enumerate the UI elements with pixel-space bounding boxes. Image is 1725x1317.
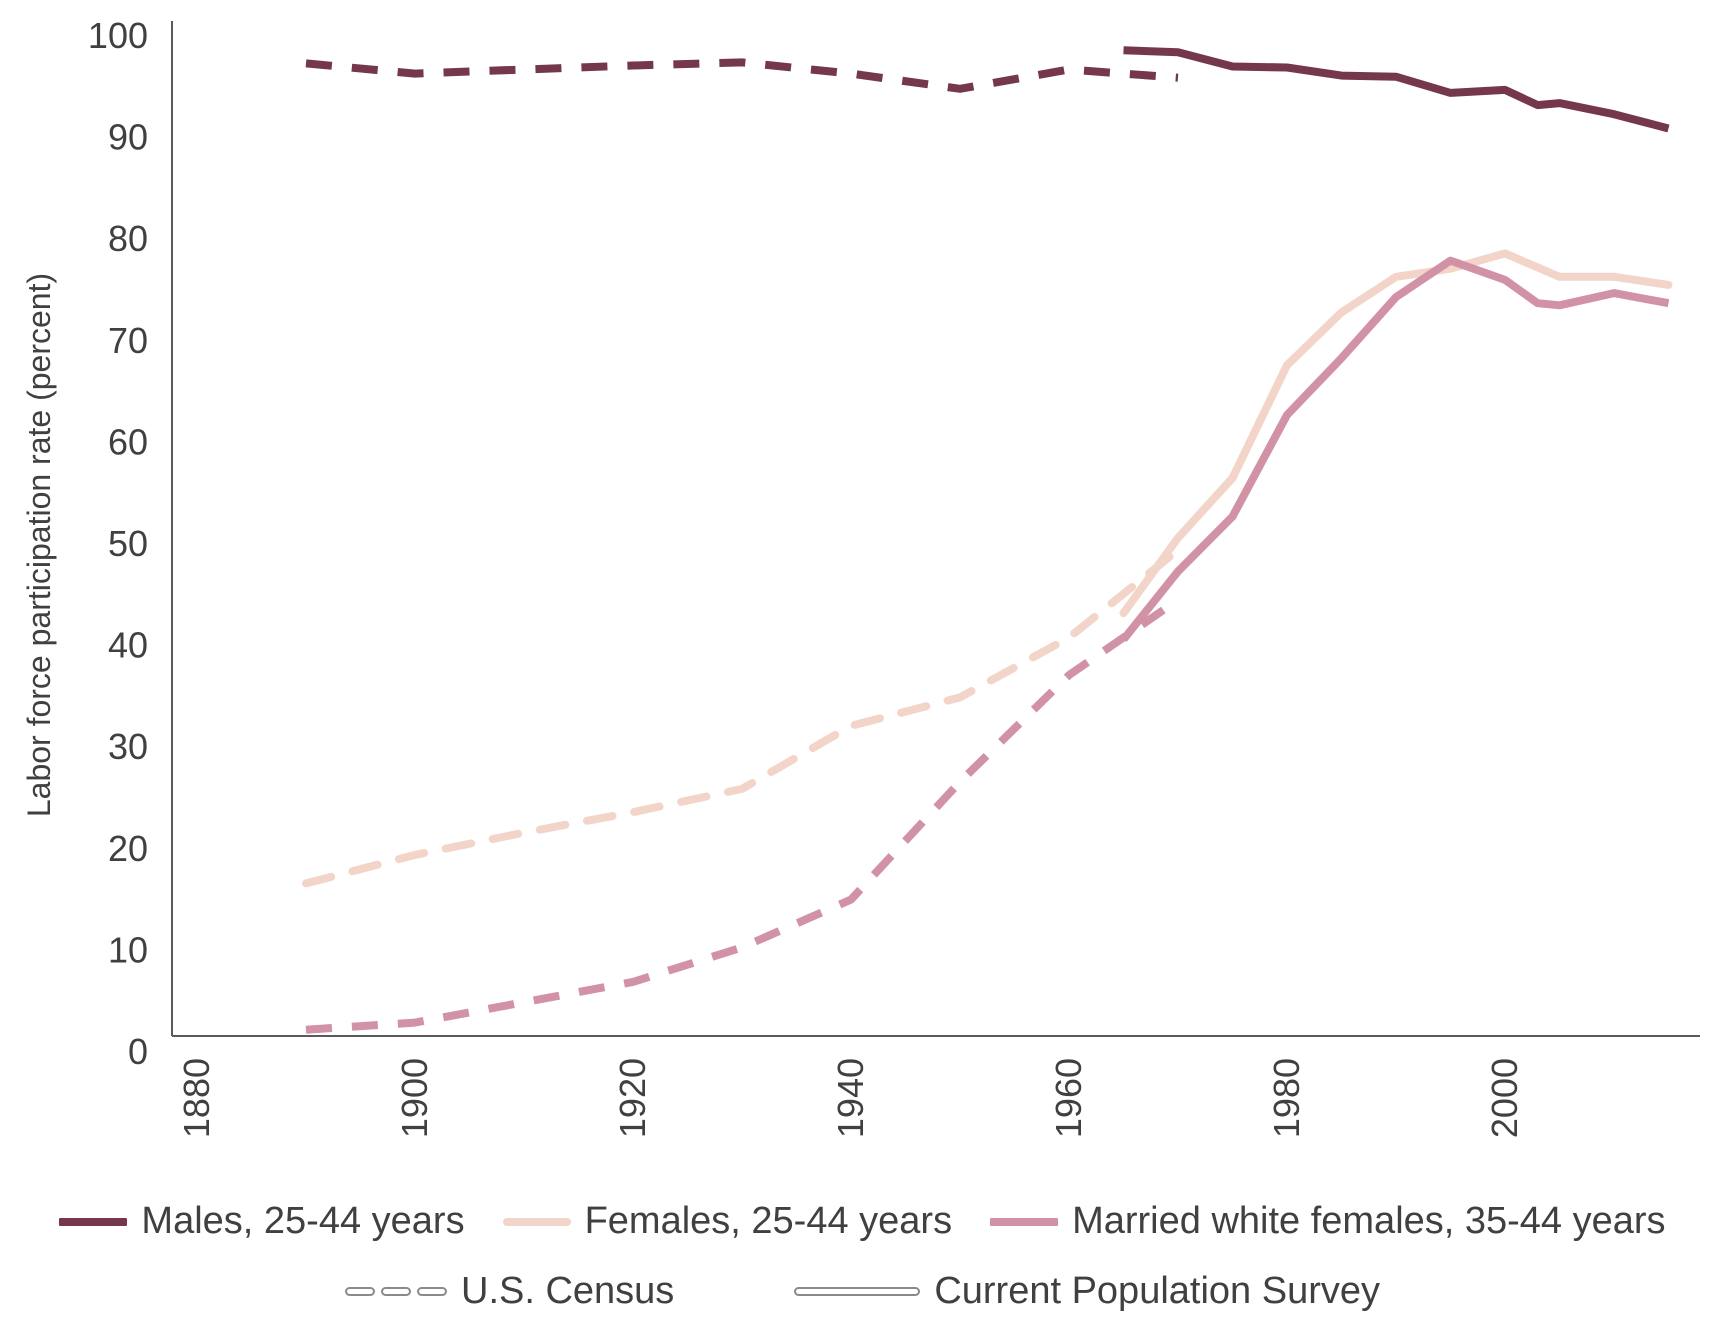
y-tick-label: 10 — [108, 929, 148, 970]
legend-item-cps: Current Population Survey — [794, 1270, 1380, 1313]
x-tick-label: 1960 — [1048, 1058, 1089, 1138]
y-axis-title: Labor force participation rate (percent) — [21, 273, 57, 817]
legend-item-males: Males, 25-44 years — [59, 1200, 465, 1243]
legend-label-males: Males, 25-44 years — [141, 1200, 465, 1242]
legend-item-married: Married white females, 35-44 years — [990, 1200, 1666, 1243]
legend-label-census: U.S. Census — [461, 1270, 675, 1312]
series-line-males-25-44-years-census — [305, 58, 1179, 93]
x-axis-ticks: 1880 1900 1920 1940 1960 1980 2000 — [176, 1058, 1525, 1138]
series-line-married-white-females-35-44-years-cps — [1120, 256, 1670, 642]
legend-label-married: Married white females, 35-44 years — [1072, 1200, 1666, 1242]
legend-swatch-females — [502, 1217, 571, 1226]
y-tick-label: 100 — [88, 15, 148, 56]
series-line-married-white-females-35-44-years-census — [305, 596, 1181, 1034]
y-tick-label: 40 — [108, 625, 148, 666]
x-tick-label: 2000 — [1484, 1058, 1525, 1138]
y-tick-label: 60 — [108, 421, 148, 462]
x-tick-label: 1900 — [394, 1058, 435, 1138]
y-tick-label: 30 — [108, 726, 148, 767]
legend-item-females: Females, 25-44 years — [502, 1200, 953, 1243]
y-tick-label: 80 — [108, 218, 148, 259]
x-tick-label: 1920 — [612, 1058, 653, 1138]
legend-swatch-males — [59, 1217, 128, 1226]
x-tick-label: 1880 — [176, 1058, 217, 1138]
series-line-males-25-44-years-cps — [1123, 46, 1670, 133]
dashed-line-icon — [345, 1287, 447, 1296]
y-tick-label: 20 — [108, 828, 148, 869]
series-line-females-25-44-years-census — [302, 546, 1182, 888]
legend-label-cps: Current Population Survey — [934, 1270, 1380, 1312]
series-layer — [302, 46, 1673, 1034]
legend-item-census: U.S. Census — [345, 1270, 674, 1313]
legend-swatch-married — [990, 1217, 1059, 1226]
y-tick-label: 0 — [128, 1031, 148, 1072]
y-tick-label: 70 — [108, 320, 148, 361]
legend-series: Males, 25-44 years Females, 25-44 years … — [0, 1200, 1725, 1243]
solid-line-icon — [794, 1287, 921, 1296]
x-tick-label: 1980 — [1266, 1058, 1307, 1138]
legend-label-females: Females, 25-44 years — [584, 1200, 953, 1242]
legend-styles: U.S. Census Current Population Survey — [0, 1270, 1725, 1313]
y-axis-ticks: 0 10 20 30 40 50 60 70 80 90 100 — [88, 15, 148, 1072]
y-tick-label: 90 — [108, 117, 148, 158]
y-tick-label: 50 — [108, 523, 148, 564]
x-tick-label: 1940 — [830, 1058, 871, 1138]
series-line-females-25-44-years-cps — [1119, 249, 1673, 618]
